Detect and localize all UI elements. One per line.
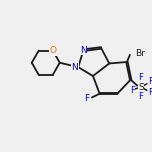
Text: F: F [148,88,152,97]
Text: O: O [49,46,56,55]
Text: F: F [138,92,143,101]
Text: N: N [80,46,87,55]
Text: S: S [138,83,144,92]
Text: F: F [84,94,89,103]
Text: Br: Br [135,49,145,58]
Text: F: F [148,77,152,86]
Text: F: F [138,73,143,82]
Text: N: N [71,63,78,72]
Text: F: F [130,86,135,95]
